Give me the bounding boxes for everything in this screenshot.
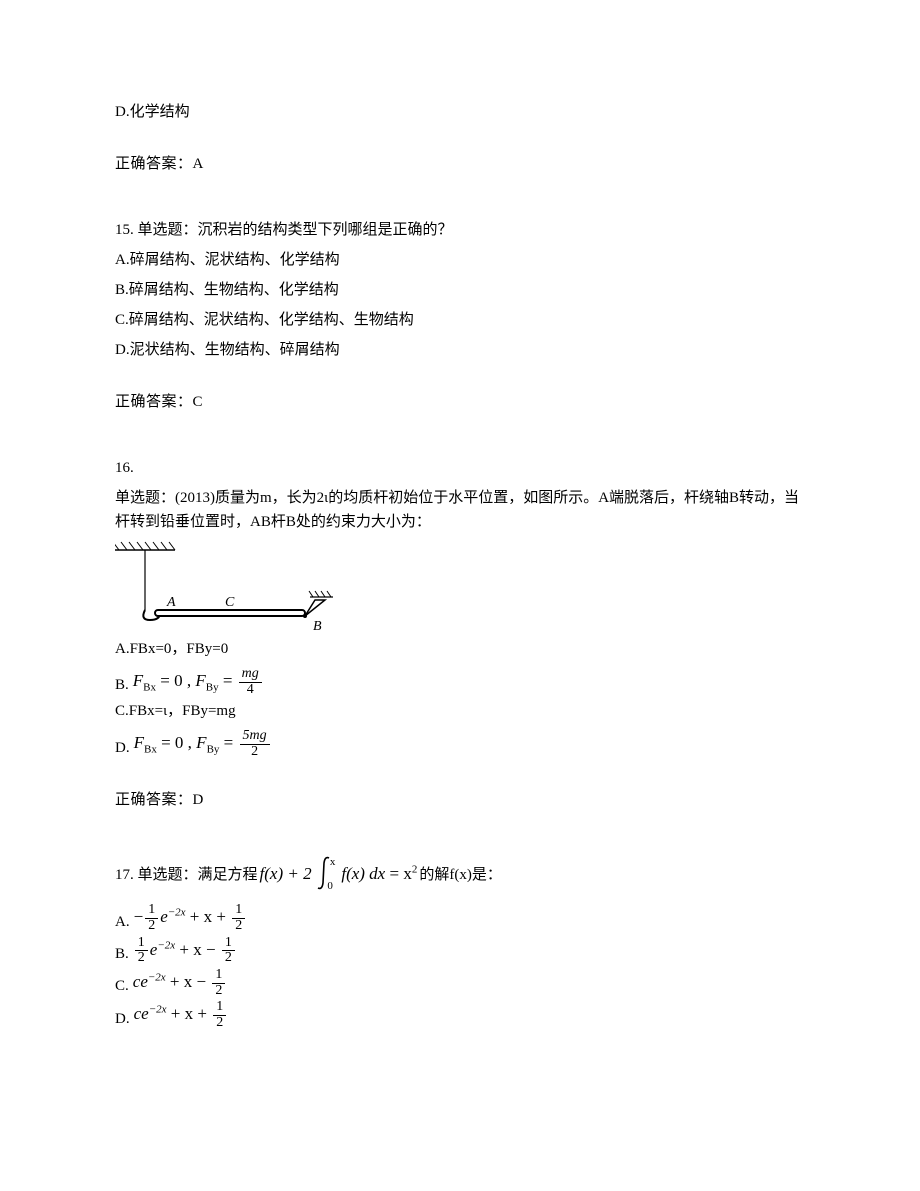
q15-option-d: D.泥状结构、生物结构、碎屑结构 [115, 338, 805, 362]
q16-option-c: C.FBx=ι，FBy=mg [115, 699, 805, 723]
q15-option-b: B.碎屑结构、生物结构、化学结构 [115, 278, 805, 302]
option-label: D. [115, 736, 130, 760]
q15-stem-text: 沉积岩的结构类型下列哪组是正确的？ [198, 222, 453, 238]
q17-option-c: C. ce−2x + x − 12 [115, 968, 805, 998]
q17-stem-before: 满足方程 [198, 863, 258, 887]
q17-stem: 17. 单选题：满足方程 f(x) + 2 x0 f(x) dx = x2 的解… [115, 854, 502, 896]
q15-option-c: C.碎屑结构、泥状结构、化学结构、生物结构 [115, 308, 805, 332]
q17-option-a: A. −12e−2x + x + 12 [115, 903, 805, 933]
option-label: C. [115, 974, 129, 998]
option-formula: FBx = 0 , FBy = 5mg2 [134, 729, 272, 759]
q16-stem: 单选题：(2013)质量为m，长为2ι的均质杆初始位于水平位置，如图所示。A端脱… [115, 486, 805, 534]
svg-text:A: A [166, 595, 176, 610]
q15-type: 单选题： [138, 222, 198, 238]
option-formula: 12e−2x + x − 12 [133, 936, 237, 966]
q17-option-d: D. ce−2x + x + 12 [115, 1000, 805, 1030]
q17-stem-after: 的解f(x)是： [419, 863, 502, 887]
option-formula: ce−2x + x + 12 [134, 1000, 229, 1030]
q14-option-d: D.化学结构 [115, 100, 805, 124]
q15-stem: 15. 单选题：沉积岩的结构类型下列哪组是正确的？ [115, 218, 805, 242]
q16-option-b: B. FBx = 0 , FBy = mg4 [115, 667, 805, 697]
q16-diagram: A C B [115, 540, 335, 635]
option-label: A. [115, 910, 130, 934]
q15-answer: 正确答案：C [115, 390, 805, 414]
option-text: FBx=ι，FBy=mg [129, 703, 236, 719]
q15-option-a: A.碎屑结构、泥状结构、化学结构 [115, 248, 805, 272]
option-label: B. [115, 942, 129, 966]
option-label: D. [115, 1007, 130, 1031]
q16-answer: 正确答案：D [115, 788, 805, 812]
option-label: B. [115, 673, 129, 697]
q16-option-a: A.FBx=0，FBy=0 [115, 637, 805, 661]
option-label: A. [115, 641, 130, 657]
q16-stem-text: (2013)质量为m，长为2ι的均质杆初始位于水平位置，如图所示。A端脱落后，杆… [115, 490, 799, 530]
q17-equation: f(x) + 2 x0 f(x) dx = x2 [260, 854, 418, 896]
q17-number: 17. [115, 863, 134, 887]
svg-text:B: B [313, 619, 322, 634]
q17-type: 单选题： [138, 863, 198, 887]
option-formula: −12e−2x + x + 12 [134, 903, 248, 933]
q15-number: 15. [115, 222, 134, 238]
q14-answer: 正确答案：A [115, 152, 805, 176]
option-formula: ce−2x + x − 12 [133, 968, 228, 998]
q16-number-line: 16. [115, 456, 805, 480]
option-text: FBx=0，FBy=0 [130, 641, 229, 657]
option-formula: FBx = 0 , FBy = mg4 [133, 667, 264, 697]
q16-option-d: D. FBx = 0 , FBy = 5mg2 [115, 729, 805, 759]
q17-option-b: B. 12e−2x + x − 12 [115, 936, 805, 966]
option-label: C. [115, 703, 129, 719]
q16-type: 单选题： [115, 490, 175, 506]
svg-text:C: C [225, 595, 235, 610]
